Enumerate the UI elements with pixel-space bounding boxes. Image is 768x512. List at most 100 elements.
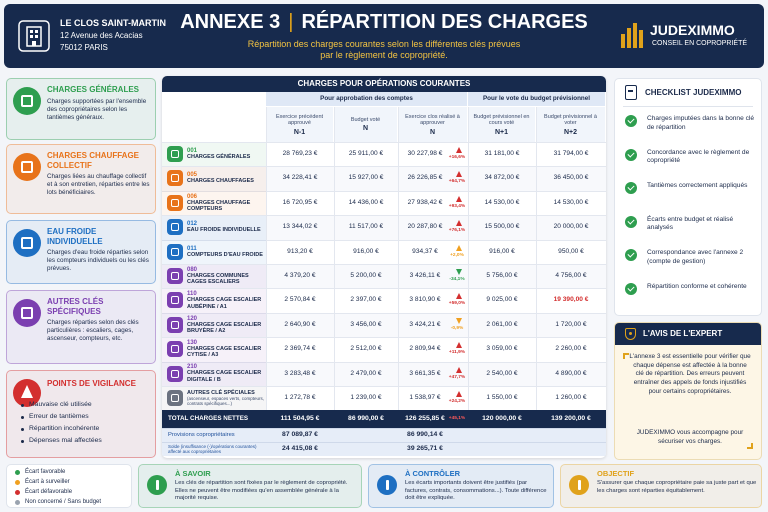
row-value: 36 450,00 € (553, 174, 589, 182)
variance-arrow (456, 220, 462, 227)
category-title: CHARGES CHAUFFAGE COLLECTIF (47, 151, 140, 170)
row-code: 011 (187, 245, 197, 252)
checklist-card: CHECKLIST JUDEXIMMO Charges imputées dans… (614, 78, 762, 316)
category-text: Charges d'eau froide réparties selon les… (47, 249, 149, 272)
row-value: 934,37 € (412, 247, 438, 255)
row-value: 3 661,35 € (409, 369, 441, 377)
legend-dot (15, 480, 20, 485)
row-label-bg (162, 142, 266, 167)
expert-text: L'annexe 3 est essentielle pour vérifier… (629, 353, 751, 395)
expert-card: L'AVIS DE L'EXPERT L'annexe 3 est essenti… (614, 322, 762, 460)
variance-arrow (456, 293, 462, 300)
row-value: 916,00 € (489, 247, 515, 255)
check-icon (625, 282, 637, 295)
title-line: ANNEXE 3 | RÉPARTITION DES CHARGES (174, 11, 594, 34)
icon-glyph (171, 150, 179, 158)
variance-arrow (456, 366, 462, 373)
icon-glyph (21, 95, 33, 107)
check-icon (625, 115, 637, 127)
row-label-bg (162, 337, 266, 362)
group-header: Pour approbation des comptes (266, 92, 467, 106)
row-label-bg (162, 215, 266, 240)
icon-glyph (171, 394, 179, 402)
column-header: Exercice clos réalisé à approuver N (398, 107, 467, 142)
variance: -0,9% (450, 325, 464, 331)
vigilance-icon (13, 379, 41, 407)
row-icon (167, 292, 183, 309)
shield-icon (625, 328, 636, 340)
variance-arrow (456, 391, 462, 397)
expert-header (615, 323, 761, 345)
row-label: CHARGES CHAUFFAGES (187, 178, 254, 185)
total-value: 126 255,85 € (405, 415, 445, 423)
summary-bg (162, 428, 606, 443)
row-label-bg (162, 240, 266, 264)
row-value: 13 344,02 € (282, 223, 318, 231)
checklist-title: CHECKLIST JUDEXIMMO (645, 88, 742, 97)
row-note: (ascenseur, espaces verts, compteurs, co… (187, 396, 265, 407)
row-value: 11 517,00 € (348, 223, 384, 231)
row-value: 16 720,95 € (282, 198, 318, 206)
row-label: EAU FROIDE INDIVIDUELLE (187, 227, 261, 234)
expert-closing: JUDEXIMMO vous accompagne pour sécuriser… (636, 429, 744, 445)
row-label-cell: 120 CHARGES CAGE ESCALIER BRUYÈRE / A2 (187, 313, 265, 337)
icon-glyph (21, 237, 33, 249)
category-card: AUTRES CLÉS SPÉCIFIQUES Charges réparties… (6, 290, 156, 364)
expert-title: L'AVIS DE L'EXPERT (643, 329, 723, 338)
category-text: Charges supportées par l'ensemble des co… (47, 97, 147, 121)
row-value: 2 260,00 € (555, 345, 587, 353)
icon-glyph (385, 480, 389, 490)
vigilance-title: POINTS DE VIGILANCE (47, 379, 136, 388)
row-bg (162, 337, 606, 362)
category-content: AUTRES CLÉS SPÉCIFIQUES Charges réparties… (47, 297, 153, 343)
row-value: 34 228,41 € (282, 174, 318, 182)
variance-arrow (456, 195, 462, 202)
check-glyph (627, 216, 635, 225)
vigilance-item: Dépenses mal affectées (29, 437, 102, 444)
row-label: COMPTEURS D'EAU FROIDE (187, 251, 263, 258)
row-icon (167, 170, 183, 187)
note-text: Les clés de répartition sont fixées par … (175, 480, 348, 501)
vigilance-item: Répartition incohérente (29, 425, 100, 432)
column-separator (334, 107, 335, 412)
icon-glyph (21, 307, 33, 319)
bullet (21, 404, 24, 407)
row-value: 4 756,00 € (555, 272, 587, 279)
bullet (21, 416, 24, 419)
row-value: 2 570,84 € (284, 296, 316, 304)
icon-glyph (171, 345, 179, 354)
row-value: 28 769,23 € (282, 150, 318, 157)
legend-label: Non concerné / Sans budget (25, 499, 102, 505)
row-value: 30 227,98 € (407, 150, 443, 157)
row-value: 26 226,85 € (407, 174, 443, 182)
row-label-cell: 110 CHARGES CAGE ESCALIER AUBÉPINE / A1 (187, 288, 265, 312)
table-title: CHARGES POUR OPÉRATIONS COURANTES (162, 76, 606, 92)
title-main: RÉPARTITION DES CHARGES (301, 11, 588, 33)
checklist-item: Répartition conforme et cohérente (647, 282, 747, 290)
variance-arrow (456, 244, 462, 251)
legend-dot (15, 470, 20, 475)
row-label: CHARGES CAGE ESCALIER BRUYÈRE / A2 (187, 321, 262, 334)
checklist-item: Tantièmes correctement appliqués (647, 182, 748, 189)
row-bg (162, 166, 606, 191)
row-value: 14 530,00 € (553, 198, 589, 206)
variance: -34,1% (449, 277, 465, 282)
row-value: 3 426,11 € (409, 272, 441, 279)
row-value: 2 397,00 € (350, 296, 382, 304)
variance-arrow (456, 147, 462, 153)
category-card: CHARGES GÉNÉRALES Charges supportées par … (6, 78, 156, 140)
row-value: 3 059,00 € (486, 345, 518, 353)
variance: +59,0% (448, 301, 466, 307)
column-separator (536, 107, 537, 412)
check-glyph (627, 149, 635, 158)
row-code: 210 (187, 364, 198, 371)
row-value: 913,20 € (287, 247, 313, 255)
row-code: 005 (187, 172, 198, 179)
row-label-bg (162, 386, 266, 411)
row-code: 012 (187, 221, 198, 228)
note-card: OBJECTIF S'assurer que chaque copropriéta… (560, 464, 762, 508)
category-card: CHARGES CHAUFFAGE COLLECTIF Charges liées… (6, 144, 156, 214)
total-value: 86 990,00 € (348, 415, 384, 423)
row-value: 3 283,48 € (284, 369, 316, 377)
check-glyph (627, 250, 635, 258)
